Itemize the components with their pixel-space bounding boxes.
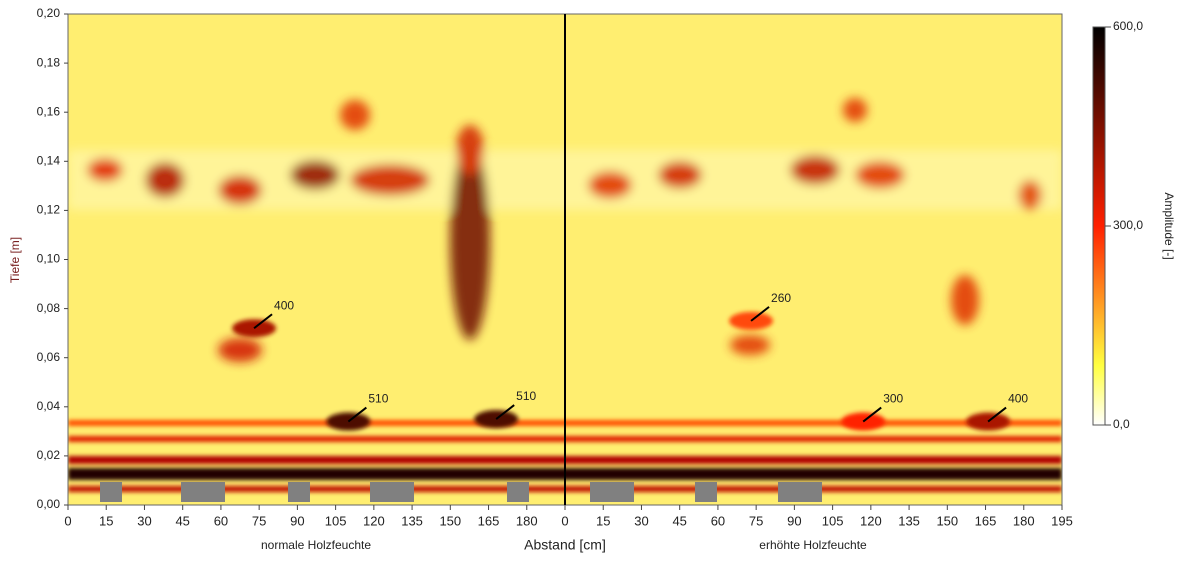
x-tick-label: 195	[1051, 513, 1073, 528]
x-tick-label: 30	[137, 513, 151, 528]
y-tick-label: 0,08	[37, 301, 61, 315]
x-tick-label: 150	[439, 513, 461, 528]
x-tick-label: 90	[787, 513, 801, 528]
x-tick-label: 165	[478, 513, 500, 528]
x-tick-label: 15	[99, 513, 113, 528]
annotation-label: 510	[516, 389, 536, 403]
x-tick-label: 105	[325, 513, 347, 528]
y-tick-label: 0,18	[37, 55, 61, 69]
annotation-leader	[495, 404, 515, 420]
x-tick-label: 90	[290, 513, 304, 528]
x-tick-label: 75	[749, 513, 763, 528]
annotation-leader	[987, 406, 1007, 423]
y-tick-label: 0,06	[37, 350, 61, 364]
y-tick-label: 0,02	[37, 448, 61, 462]
annotation-leader	[347, 406, 367, 423]
x-tick-label: 120	[363, 513, 385, 528]
x-tick-label: 165	[975, 513, 997, 528]
colorbar-title: Amplitude [-]	[1162, 192, 1176, 259]
marker-block	[370, 482, 414, 502]
x-tick-label: 150	[936, 513, 958, 528]
x-axis-title: Abstand [cm]	[524, 537, 606, 553]
annotation-leader	[750, 306, 770, 322]
x-tick-label: 15	[596, 513, 610, 528]
colorbar-tick-label: 600,0	[1113, 19, 1143, 33]
marker-block	[288, 482, 310, 502]
y-axis-title: Tiefe [m]	[8, 237, 22, 283]
marker-block	[778, 482, 822, 502]
y-tick-label: 0,20	[37, 6, 61, 20]
x-tick-label: 75	[252, 513, 266, 528]
marker-block	[181, 482, 225, 502]
x-tick-label: 30	[634, 513, 648, 528]
y-tick-label: 0,04	[37, 399, 61, 413]
x-tick-label: 180	[1013, 513, 1035, 528]
x-tick-label: 45	[672, 513, 686, 528]
y-tick-label: 0,10	[37, 252, 61, 266]
marker-block	[695, 482, 717, 502]
annotation-label: 400	[1008, 392, 1028, 406]
x-tick-label: 60	[214, 513, 228, 528]
x-tick-label: 120	[860, 513, 882, 528]
x-tick-label: 135	[401, 513, 423, 528]
x-tick-label: 0	[561, 513, 568, 528]
y-tick-label: 0,14	[37, 153, 61, 167]
marker-block	[590, 482, 634, 502]
annotation-leader	[253, 313, 273, 330]
x-tick-label: 135	[898, 513, 920, 528]
panel-label: erhöhte Holzfeuchte	[759, 538, 867, 552]
annotation-label: 400	[274, 298, 294, 312]
annotation-label: 260	[771, 291, 791, 305]
colorbar-tick-label: 0,0	[1113, 417, 1130, 431]
annotation-leader	[862, 406, 882, 423]
annotation-label: 510	[368, 392, 388, 406]
colorbar-tick-label: 300,0	[1113, 218, 1143, 232]
x-tick-label: 180	[516, 513, 538, 528]
heat-cell	[232, 319, 277, 338]
heat-cell	[474, 410, 519, 429]
marker-block	[507, 482, 529, 502]
x-tick-label: 0	[64, 513, 71, 528]
y-tick-label: 0,00	[37, 497, 61, 511]
y-tick-label: 0,16	[37, 104, 61, 118]
y-tick-label: 0,12	[37, 203, 61, 217]
x-tick-label: 105	[822, 513, 844, 528]
annotation-label: 300	[883, 392, 903, 406]
colorbar	[1092, 26, 1106, 426]
x-tick-label: 45	[175, 513, 189, 528]
panel-label: normale Holzfeuchte	[261, 538, 371, 552]
x-tick-label: 60	[711, 513, 725, 528]
marker-block	[100, 482, 122, 502]
